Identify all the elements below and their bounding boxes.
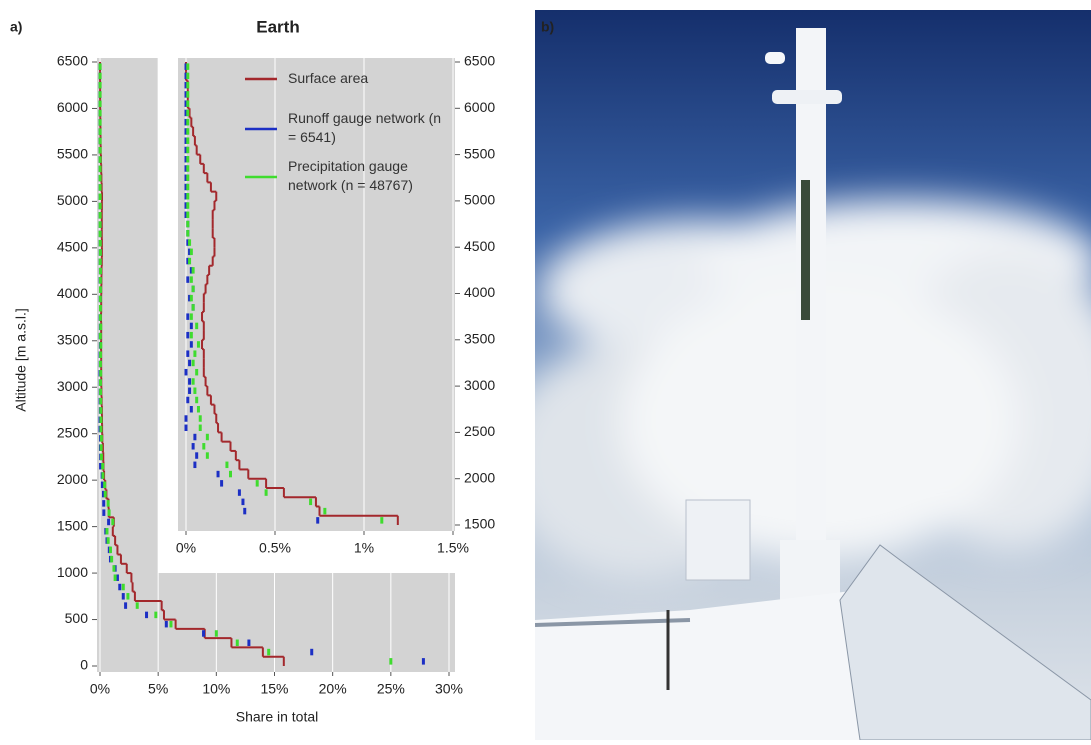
x-tick-label: 30% <box>435 681 463 697</box>
legend-item: Precipitation gauge network (n = 48767) <box>288 157 453 201</box>
y-tick-label: 6000 <box>57 99 88 115</box>
inset-plot: 0% 0.5% 1% 1.5% 1500 2000 2500 3000 3500 4000 4500… <box>158 53 495 573</box>
legend-label: Runoff gauge network (n = 6541) <box>288 109 453 147</box>
x-tick-label: 1% <box>354 540 374 556</box>
y-tick-label: 3500 <box>57 331 88 347</box>
y-tick-label: 4000 <box>57 285 88 301</box>
x-tick-label: 0% <box>176 540 196 556</box>
chart-title: Earth <box>256 17 299 36</box>
y-tick-label: 5500 <box>464 145 495 161</box>
y-tick-label: 1000 <box>57 564 88 580</box>
y-tick-label: 6000 <box>464 99 495 115</box>
panel-label: a) <box>10 19 22 35</box>
base <box>780 540 840 600</box>
x-axis-label: Share in total <box>236 709 319 725</box>
y-tick-label: 0 <box>80 657 88 673</box>
photo-label: b) <box>541 19 554 35</box>
x-tick-label: 25% <box>377 681 405 697</box>
sensor <box>765 52 785 64</box>
hut <box>686 500 750 580</box>
photo-clouds <box>500 200 1091 580</box>
x-tick-label: 5% <box>148 681 168 697</box>
y-tick-label: 5000 <box>57 192 88 208</box>
y-tick-label: 2000 <box>57 471 88 487</box>
y-tick-label: 5500 <box>57 146 88 162</box>
crossbar <box>772 90 842 104</box>
mast <box>796 28 826 588</box>
legend-label: Precipitation gauge network (n = 48767) <box>288 157 453 195</box>
y-tick-label: 5000 <box>464 192 495 208</box>
photo <box>500 10 1091 740</box>
y-tick-label: 3500 <box>464 331 495 347</box>
legend-item: Surface area <box>288 69 453 113</box>
y-tick-label: 1500 <box>57 517 88 533</box>
y-tick-label: 4500 <box>464 238 495 254</box>
x-tick-label: 1.5% <box>437 540 469 556</box>
y-tick-label: 6500 <box>57 53 88 69</box>
y-tick-label: 6500 <box>464 53 495 69</box>
y-tick-label: 4500 <box>57 239 88 255</box>
y-tick-label: 2500 <box>464 423 495 439</box>
x-tick-label: 0.5% <box>259 540 291 556</box>
y-tick-label: 2000 <box>464 469 495 485</box>
y-tick-label: 1500 <box>464 516 495 532</box>
figure: a) Earth Share in total Altitude [m a.s.… <box>0 0 1091 740</box>
x-tick-label: 15% <box>260 681 288 697</box>
mast-band <box>801 180 810 320</box>
x-tick-label: 0% <box>90 681 110 697</box>
x-tick-label: 20% <box>319 681 347 697</box>
y-tick-label: 4000 <box>464 284 495 300</box>
y-tick-label: 2500 <box>57 424 88 440</box>
y-tick-label: 3000 <box>464 377 495 393</box>
legend-label: Surface area <box>288 69 453 88</box>
y-axis-label: Altitude [m a.s.l.] <box>13 308 29 411</box>
x-tick-label: 10% <box>202 681 230 697</box>
y-tick-label: 3000 <box>57 378 88 394</box>
y-tick-label: 500 <box>65 610 89 626</box>
legend-item: Runoff gauge network (n = 6541) <box>288 109 453 153</box>
